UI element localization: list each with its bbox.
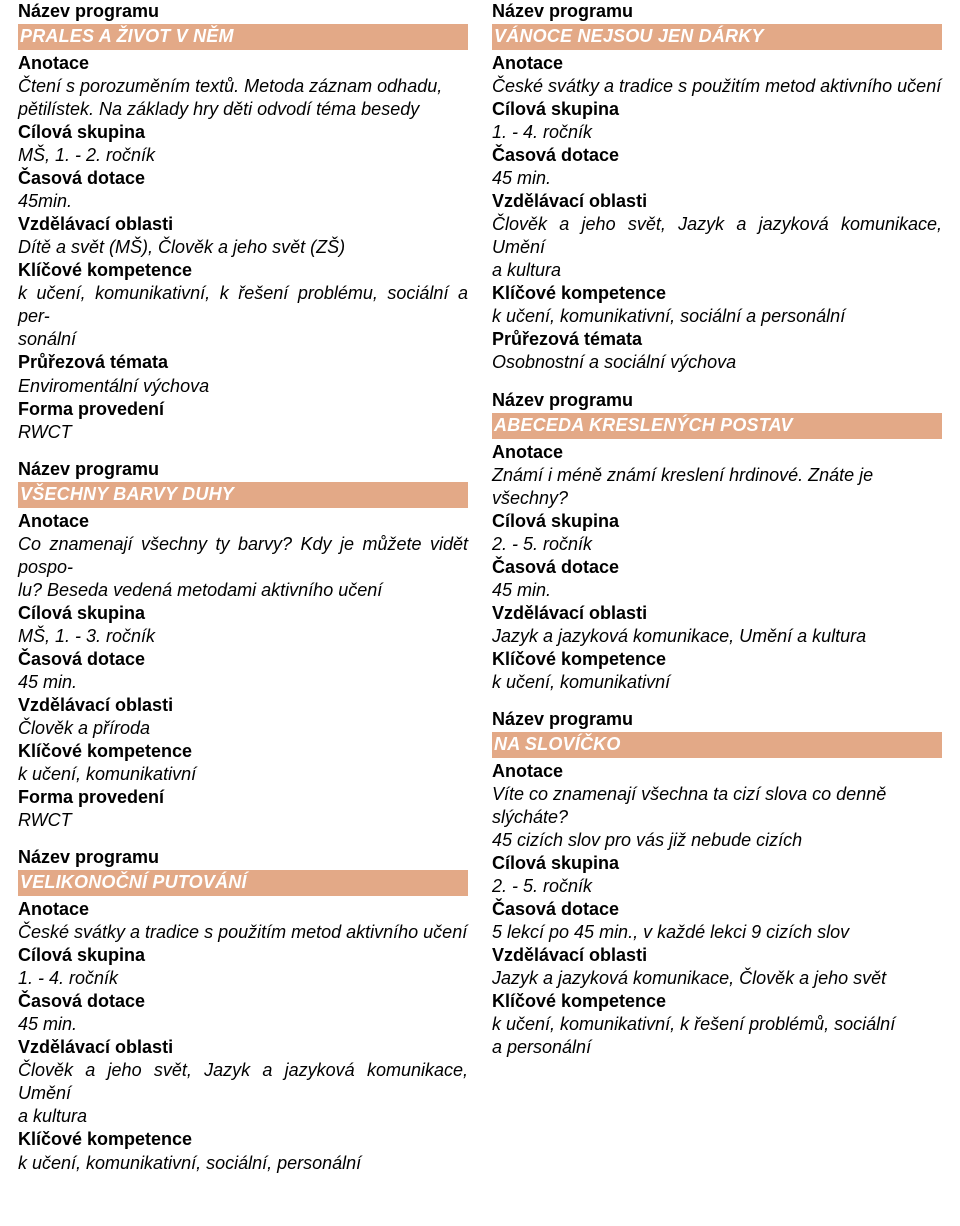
label-nazev: Název programu	[18, 458, 468, 481]
label-casova: Časová dotace	[492, 144, 942, 167]
right-column: Název programu VÁNOCE NEJSOU JEN DÁRKY A…	[492, 0, 942, 1189]
label-vzdel: Vzdělávací oblasti	[492, 944, 942, 967]
program-title: PRALES A ŽIVOT V NĚM	[18, 24, 468, 50]
label-anotace: Anotace	[18, 52, 468, 75]
value-prurez: Enviromentální výchova	[18, 375, 468, 398]
program-abeceda: Název programu ABECEDA KRESLENÝCH POSTAV…	[492, 389, 942, 694]
label-vzdel: Vzdělávací oblasti	[492, 602, 942, 625]
label-cilova: Cílová skupina	[492, 510, 942, 533]
program-title: VŠECHNY BARVY DUHY	[18, 482, 468, 508]
value-klic: k učení, komunikativní, sociální, person…	[18, 1152, 468, 1175]
value-cilova: 2. - 5. ročník	[492, 875, 942, 898]
program-slovicko: Název programu NA SLOVÍČKO Anotace Víte …	[492, 708, 942, 1059]
value-casova: 45 min.	[18, 671, 468, 694]
value-casova: 45min.	[18, 190, 468, 213]
label-cilova: Cílová skupina	[492, 98, 942, 121]
value-cilova: 1. - 4. ročník	[492, 121, 942, 144]
value-casova: 45 min.	[18, 1013, 468, 1036]
label-forma: Forma provedení	[18, 398, 468, 421]
value-cilova: MŠ, 1. - 3. ročník	[18, 625, 468, 648]
program-title: NA SLOVÍČKO	[492, 732, 942, 758]
program-title: ABECEDA KRESLENÝCH POSTAV	[492, 413, 942, 439]
label-cilova: Cílová skupina	[18, 944, 468, 967]
value-cilova: 1. - 4. ročník	[18, 967, 468, 990]
label-vzdel: Vzdělávací oblasti	[492, 190, 942, 213]
value-anotace: České svátky a tradice s použitím metod …	[18, 921, 468, 944]
program-title: VELIKONOČNÍ PUTOVÁNÍ	[18, 870, 468, 896]
value-klic-line2: a personální	[492, 1036, 942, 1059]
value-vzdel: Jazyk a jazyková komunikace, Umění a kul…	[492, 625, 942, 648]
value-cilova: 2. - 5. ročník	[492, 533, 942, 556]
value-vzdel-line1: Člověk a jeho svět, Jazyk a jazyková kom…	[492, 213, 942, 259]
value-anotace-line1: Čtení s porozuměním textů. Metoda záznam…	[18, 75, 468, 98]
label-anotace: Anotace	[18, 510, 468, 533]
label-klic: Klíčové kompetence	[492, 990, 942, 1013]
value-anotace: České svátky a tradice s použitím metod …	[492, 75, 942, 98]
value-prurez: Osobnostní a sociální výchova	[492, 351, 942, 374]
value-anotace-line1: Co znamenají všechny ty barvy? Kdy je mů…	[18, 533, 468, 579]
label-prurez: Průřezová témata	[18, 351, 468, 374]
value-klic: k učení, komunikativní, sociální a perso…	[492, 305, 942, 328]
label-klic: Klíčové kompetence	[492, 648, 942, 671]
value-anotace-line2: pětilístek. Na základy hry děti odvodí t…	[18, 98, 468, 121]
label-nazev: Název programu	[492, 389, 942, 412]
value-klic-line1: k učení, komunikativní, k řešení problém…	[492, 1013, 942, 1036]
value-vzdel-line1: Člověk a jeho svět, Jazyk a jazyková kom…	[18, 1059, 468, 1105]
value-cilova: MŠ, 1. - 2. ročník	[18, 144, 468, 167]
label-prurez: Průřezová témata	[492, 328, 942, 351]
label-cilova: Cílová skupina	[18, 121, 468, 144]
value-anotace: Známí i méně známí kreslení hrdinové. Zn…	[492, 464, 942, 510]
label-vzdel: Vzdělávací oblasti	[18, 213, 468, 236]
label-nazev: Název programu	[492, 0, 942, 23]
two-column-layout: Název programu PRALES A ŽIVOT V NĚM Anot…	[18, 0, 942, 1189]
value-klic: k učení, komunikativní	[18, 763, 468, 786]
value-casova: 5 lekcí po 45 min., v každé lekci 9 cizí…	[492, 921, 942, 944]
program-vanoce: Název programu VÁNOCE NEJSOU JEN DÁRKY A…	[492, 0, 942, 375]
label-cilova: Cílová skupina	[492, 852, 942, 875]
value-forma: RWCT	[18, 809, 468, 832]
label-casova: Časová dotace	[18, 167, 468, 190]
value-vzdel: Jazyk a jazyková komunikace, Člověk a je…	[492, 967, 942, 990]
program-prales: Název programu PRALES A ŽIVOT V NĚM Anot…	[18, 0, 468, 444]
label-casova: Časová dotace	[492, 556, 942, 579]
program-velikonocni: Název programu VELIKONOČNÍ PUTOVÁNÍ Anot…	[18, 846, 468, 1174]
label-cilova: Cílová skupina	[18, 602, 468, 625]
label-anotace: Anotace	[18, 898, 468, 921]
left-column: Název programu PRALES A ŽIVOT V NĚM Anot…	[18, 0, 468, 1189]
label-casova: Časová dotace	[492, 898, 942, 921]
label-vzdel: Vzdělávací oblasti	[18, 694, 468, 717]
value-anotace-line2: lu? Beseda vedená metodami aktivního uče…	[18, 579, 468, 602]
label-casova: Časová dotace	[18, 990, 468, 1013]
label-klic: Klíčové kompetence	[492, 282, 942, 305]
label-casova: Časová dotace	[18, 648, 468, 671]
value-casova: 45 min.	[492, 579, 942, 602]
label-nazev: Název programu	[18, 0, 468, 23]
label-klic: Klíčové kompetence	[18, 740, 468, 763]
label-vzdel: Vzdělávací oblasti	[18, 1036, 468, 1059]
value-klic-line2: sonální	[18, 328, 468, 351]
value-klic-line1: k učení, komunikativní, k řešení problém…	[18, 282, 468, 328]
label-anotace: Anotace	[492, 760, 942, 783]
value-forma: RWCT	[18, 421, 468, 444]
value-vzdel: Člověk a příroda	[18, 717, 468, 740]
label-nazev: Název programu	[492, 708, 942, 731]
label-anotace: Anotace	[492, 441, 942, 464]
value-vzdel-line2: a kultura	[18, 1105, 468, 1128]
value-vzdel: Dítě a svět (MŠ), Člověk a jeho svět (ZŠ…	[18, 236, 468, 259]
value-vzdel-line2: a kultura	[492, 259, 942, 282]
label-anotace: Anotace	[492, 52, 942, 75]
program-title: VÁNOCE NEJSOU JEN DÁRKY	[492, 24, 942, 50]
label-klic: Klíčové kompetence	[18, 259, 468, 282]
value-anotace-line1: Víte co znamenají všechna ta cizí slova …	[492, 783, 942, 829]
label-forma: Forma provedení	[18, 786, 468, 809]
program-barvy: Název programu VŠECHNY BARVY DUHY Anotac…	[18, 458, 468, 833]
value-casova: 45 min.	[492, 167, 942, 190]
label-nazev: Název programu	[18, 846, 468, 869]
value-klic: k učení, komunikativní	[492, 671, 942, 694]
value-anotace-line2: 45 cizích slov pro vás již nebude cizích	[492, 829, 942, 852]
label-klic: Klíčové kompetence	[18, 1128, 468, 1151]
